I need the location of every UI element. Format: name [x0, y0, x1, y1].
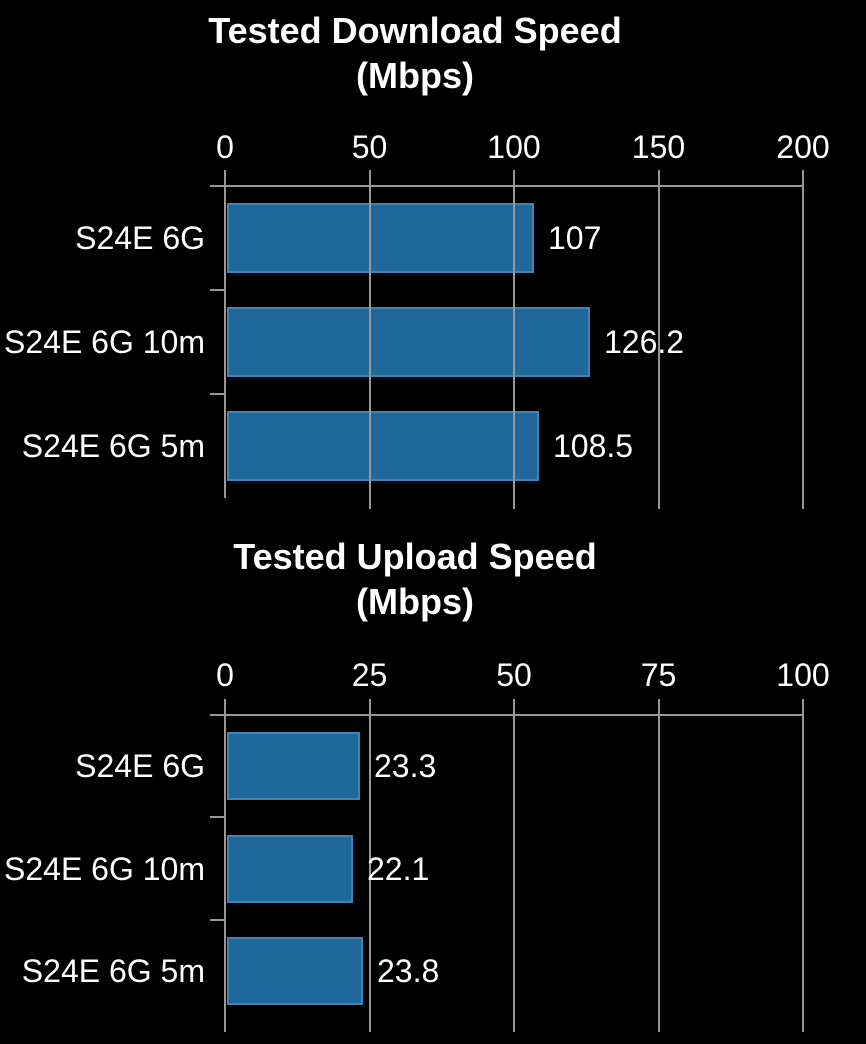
- grid-line: [802, 715, 804, 1032]
- x-tick-label: 200: [776, 129, 830, 165]
- x-tick-label: 50: [351, 129, 388, 165]
- x-tick-mark: [513, 170, 515, 186]
- y-axis-line: [224, 186, 226, 498]
- category-tick-mark: [210, 289, 226, 291]
- x-tick-mark: [224, 699, 226, 715]
- grid-line: [657, 186, 660, 509]
- bar-value-label: 23.8: [377, 953, 440, 989]
- bar: [227, 203, 534, 273]
- x-tick-label: 100: [776, 657, 830, 693]
- category-tick-mark: [210, 393, 226, 395]
- grid-line: [802, 186, 804, 509]
- bar-value-label: 107: [548, 220, 602, 256]
- category-label: S24E 6G 10m: [4, 851, 205, 887]
- category-label: S24E 6G 5m: [21, 953, 205, 989]
- x-tick-mark: [368, 699, 371, 715]
- x-tick-mark: [657, 170, 660, 186]
- grid-line: [368, 186, 371, 509]
- x-tick-label: 0: [216, 129, 234, 165]
- category-tick-mark: [210, 816, 226, 818]
- bar-value-label: 22.1: [367, 851, 430, 887]
- bar-value-label: 126.2: [604, 324, 685, 360]
- x-tick-mark: [368, 170, 371, 186]
- grid-line: [657, 715, 660, 1032]
- x-tick-mark: [802, 170, 804, 186]
- chart-title-line2: (Mbps): [356, 581, 474, 622]
- category-label: S24E 6G 5m: [21, 428, 205, 464]
- bar: [227, 732, 360, 800]
- x-tick-mark: [657, 699, 660, 715]
- bar-value-label: 108.5: [553, 428, 634, 464]
- category-label: S24E 6G: [75, 748, 205, 784]
- bar: [227, 835, 353, 903]
- x-tick-label: 150: [631, 129, 686, 165]
- x-tick-mark: [513, 699, 515, 715]
- grid-line: [513, 186, 515, 509]
- bar: [227, 937, 363, 1005]
- x-tick-label: 75: [640, 657, 677, 693]
- x-tick-mark: [224, 170, 226, 186]
- x-axis-line: [210, 185, 804, 187]
- chart-title-line2: (Mbps): [356, 55, 474, 96]
- x-tick-mark: [802, 699, 804, 715]
- x-axis-line: [210, 714, 804, 716]
- x-tick-label: 50: [496, 657, 532, 693]
- bar-value-label: 23.3: [374, 748, 437, 784]
- category-label: S24E 6G: [75, 220, 205, 256]
- grid-line: [368, 715, 371, 1032]
- bar: [227, 307, 590, 377]
- x-tick-label: 0: [216, 657, 234, 693]
- chart-title-line1: Tested Upload Speed: [233, 536, 597, 577]
- bar: [227, 411, 539, 481]
- chart-title-line1: Tested Download Speed: [208, 10, 622, 51]
- category-label: S24E 6G 10m: [4, 324, 205, 360]
- y-axis-line: [224, 715, 226, 1032]
- x-tick-label: 25: [351, 657, 388, 693]
- x-tick-label: 100: [487, 129, 541, 165]
- category-tick-mark: [210, 919, 226, 921]
- grid-line: [513, 715, 515, 1032]
